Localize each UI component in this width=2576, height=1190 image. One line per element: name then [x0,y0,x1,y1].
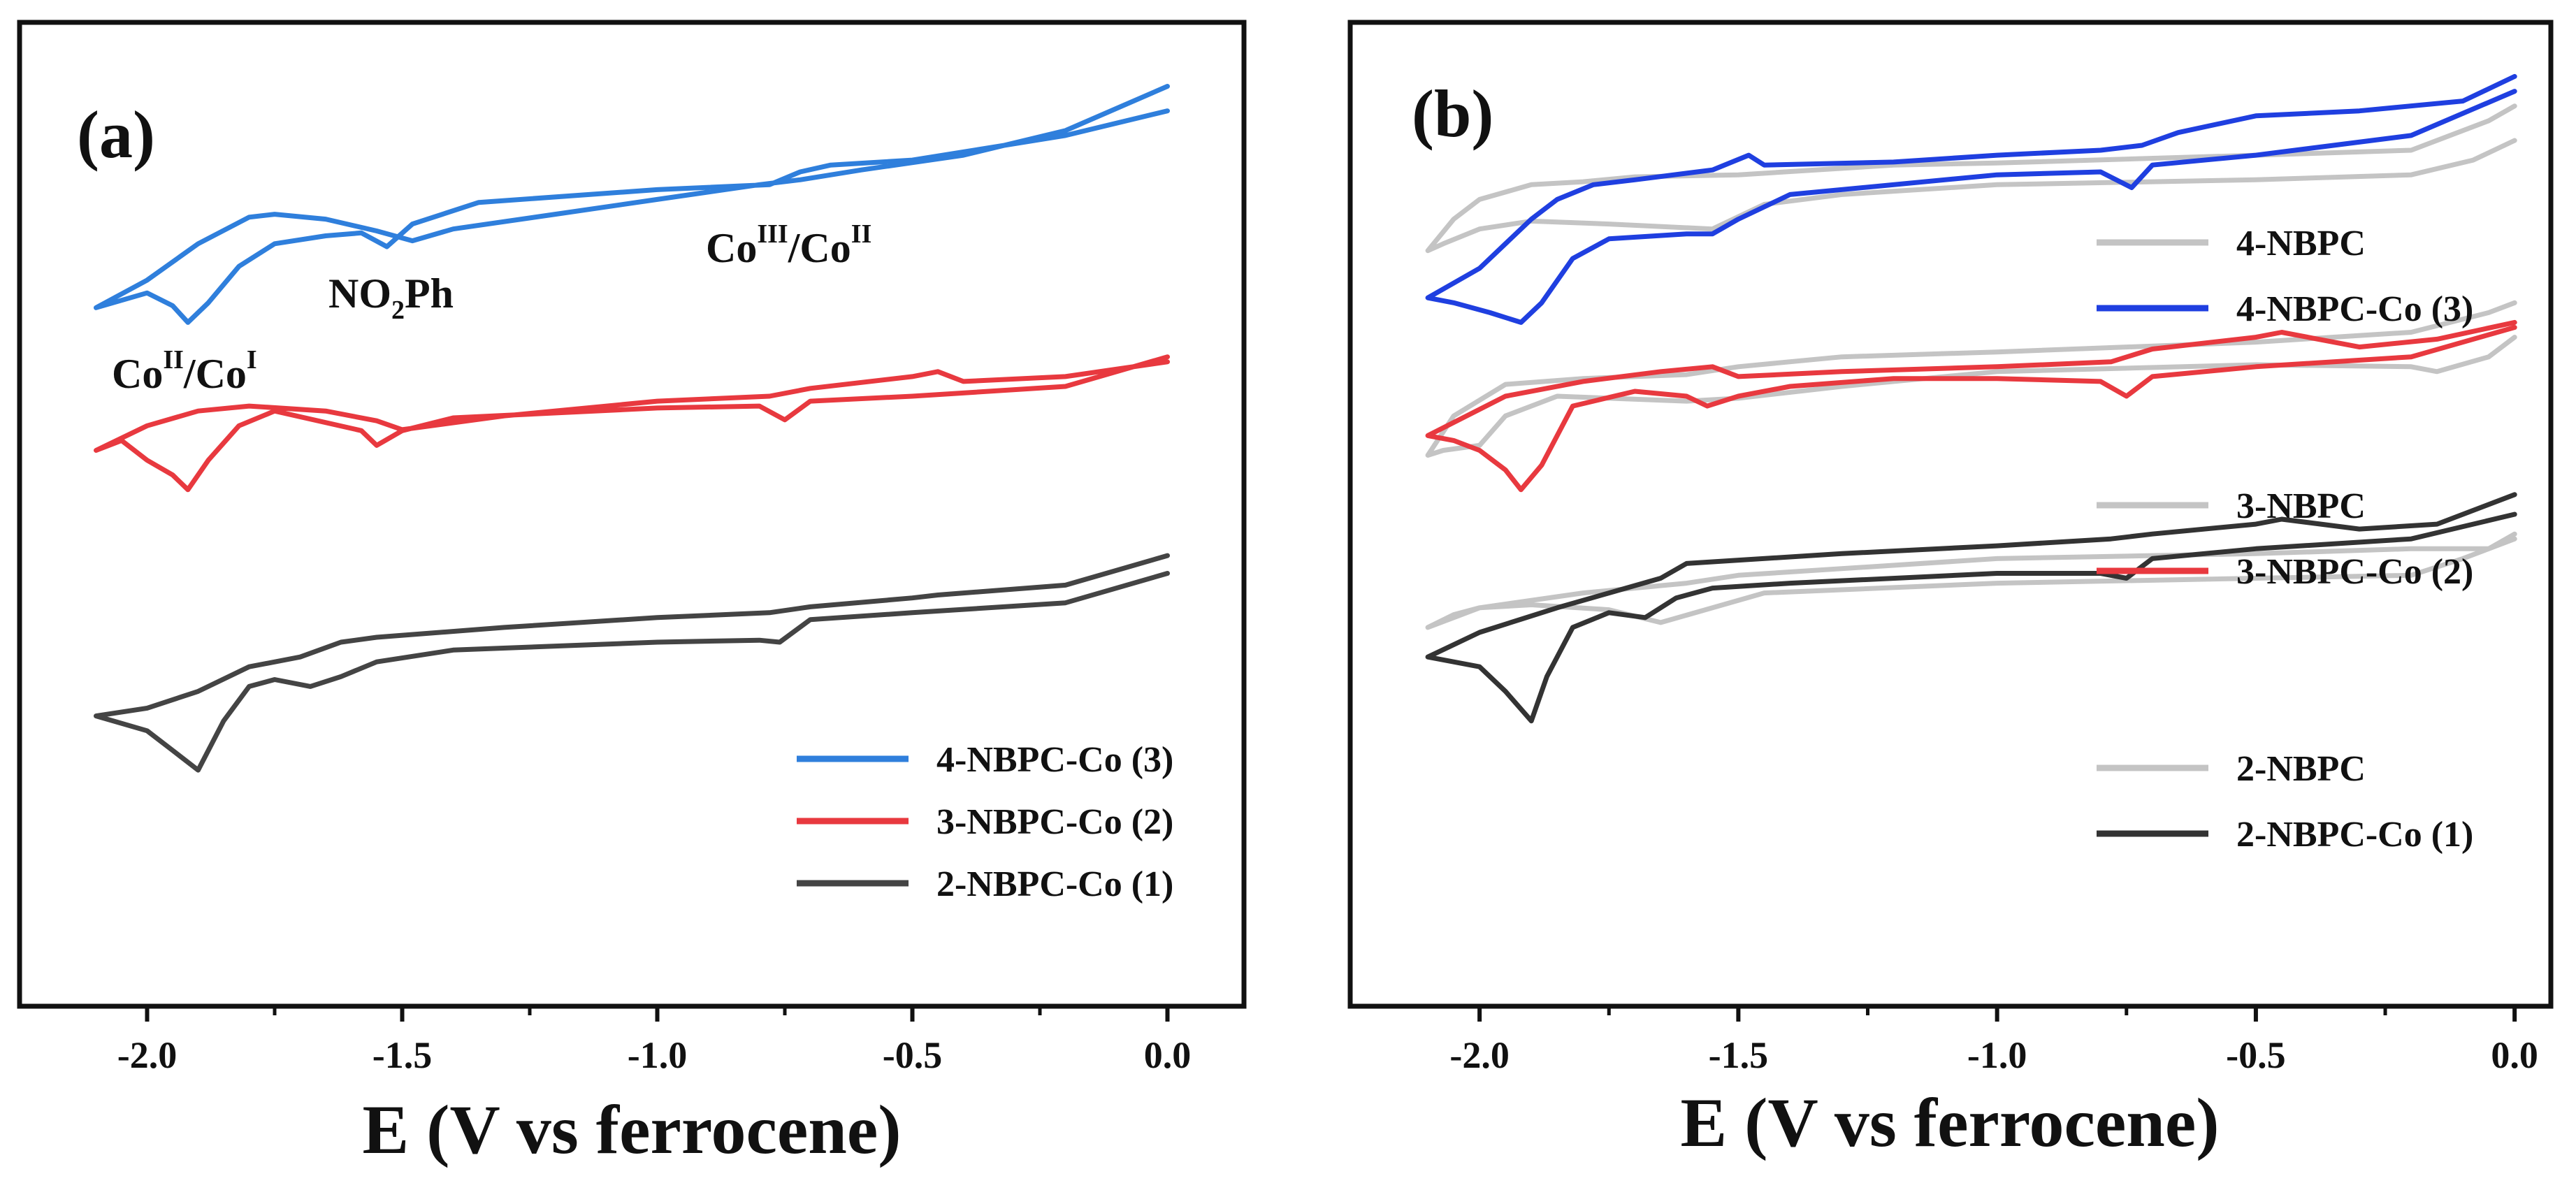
series-line-3-nbpc-co-2 [1425,319,2517,493]
panel-a-x-axis-label: E (V vs ferrocene) [362,1091,901,1168]
x-tick-label: -1.0 [628,1034,687,1076]
series-line-2-nbpc [1425,531,2517,630]
annotation-co2-co1: CoII/CoI [112,345,257,397]
legend-entry: 3-NBPC-Co (2) [2236,552,2473,592]
panel-a-legend: 4-NBPC-Co (3) 3-NBPC-Co (2) 2-NBPC-Co (1) [797,740,1173,904]
x-tick-label: 0.0 [2491,1034,2538,1076]
panel-a-label: (a) [77,97,155,172]
legend-entry: 3-NBPC [2236,486,2366,526]
panel-a-x-ticks: -2.0 -1.5 -1.0 -0.5 0.0 [117,1006,1191,1076]
annotation-co3-co2: CoIII/CoII [706,219,871,271]
panel-b-legend: 4-NBPC 4-NBPC-Co (3) 3-NBPC 3-NBPC-Co (2) 2-… [2097,224,2473,855]
x-tick-label: -2.0 [1449,1034,1509,1076]
panel-b-x-axis-label: E (V vs ferrocene) [1680,1084,2219,1161]
panel-a-chart: (a) -2.0 -1.5 -1.0 -0.5 0.0 CoII/CoI NO2Ph C… [17,20,1247,1168]
series-line-2-nbpc-co-1 [94,553,1170,773]
panel-a-annotations: CoII/CoI NO2Ph CoIII/CoII [112,219,871,397]
panel-b-series [1425,73,2517,724]
legend-entry: 3-NBPC-Co (2) [936,802,1173,842]
x-tick-label: -1.5 [1709,1034,1768,1076]
x-tick-label: -1.5 [372,1034,432,1076]
series-line-2-nbpc-co-1 [1425,492,2517,724]
series-line-4-nbpc-co-3 [94,84,1170,325]
series-line-4-nbpc-co-3 [1425,73,2517,325]
annotation-no2ph: NO2Ph [328,270,454,325]
legend-entry: 2-NBPC-Co (1) [936,864,1173,904]
legend-entry: 4-NBPC [2236,224,2366,263]
panel-a-series [94,84,1170,773]
x-tick-label: -0.5 [2226,1034,2285,1076]
x-tick-label: -2.0 [117,1034,177,1076]
panel-a-frame [17,20,1247,1009]
panel-b-x-ticks: -2.0 -1.5 -1.0 -0.5 0.0 [1449,1006,2538,1076]
legend-entry: 2-NBPC [2236,749,2366,789]
legend-entry: 4-NBPC-Co (3) [936,740,1173,780]
series-line-3-nbpc-co-2 [94,354,1170,493]
panel-b-label: (b) [1412,76,1493,151]
x-tick-label: 0.0 [1144,1034,1192,1076]
panel-b-frame [1347,20,2554,1009]
x-tick-label: -1.0 [1967,1034,2027,1076]
legend-entry: 2-NBPC-Co (1) [2236,815,2473,855]
legend-entry: 4-NBPC-Co (3) [2236,289,2473,329]
x-tick-label: -0.5 [883,1034,942,1076]
series-line-4-nbpc [1425,103,2517,254]
panel-b-chart: (b) -2.0 -1.5 -1.0 -0.5 0.0 4-NBPC 4-NBPC-Co … [1347,20,2554,1161]
